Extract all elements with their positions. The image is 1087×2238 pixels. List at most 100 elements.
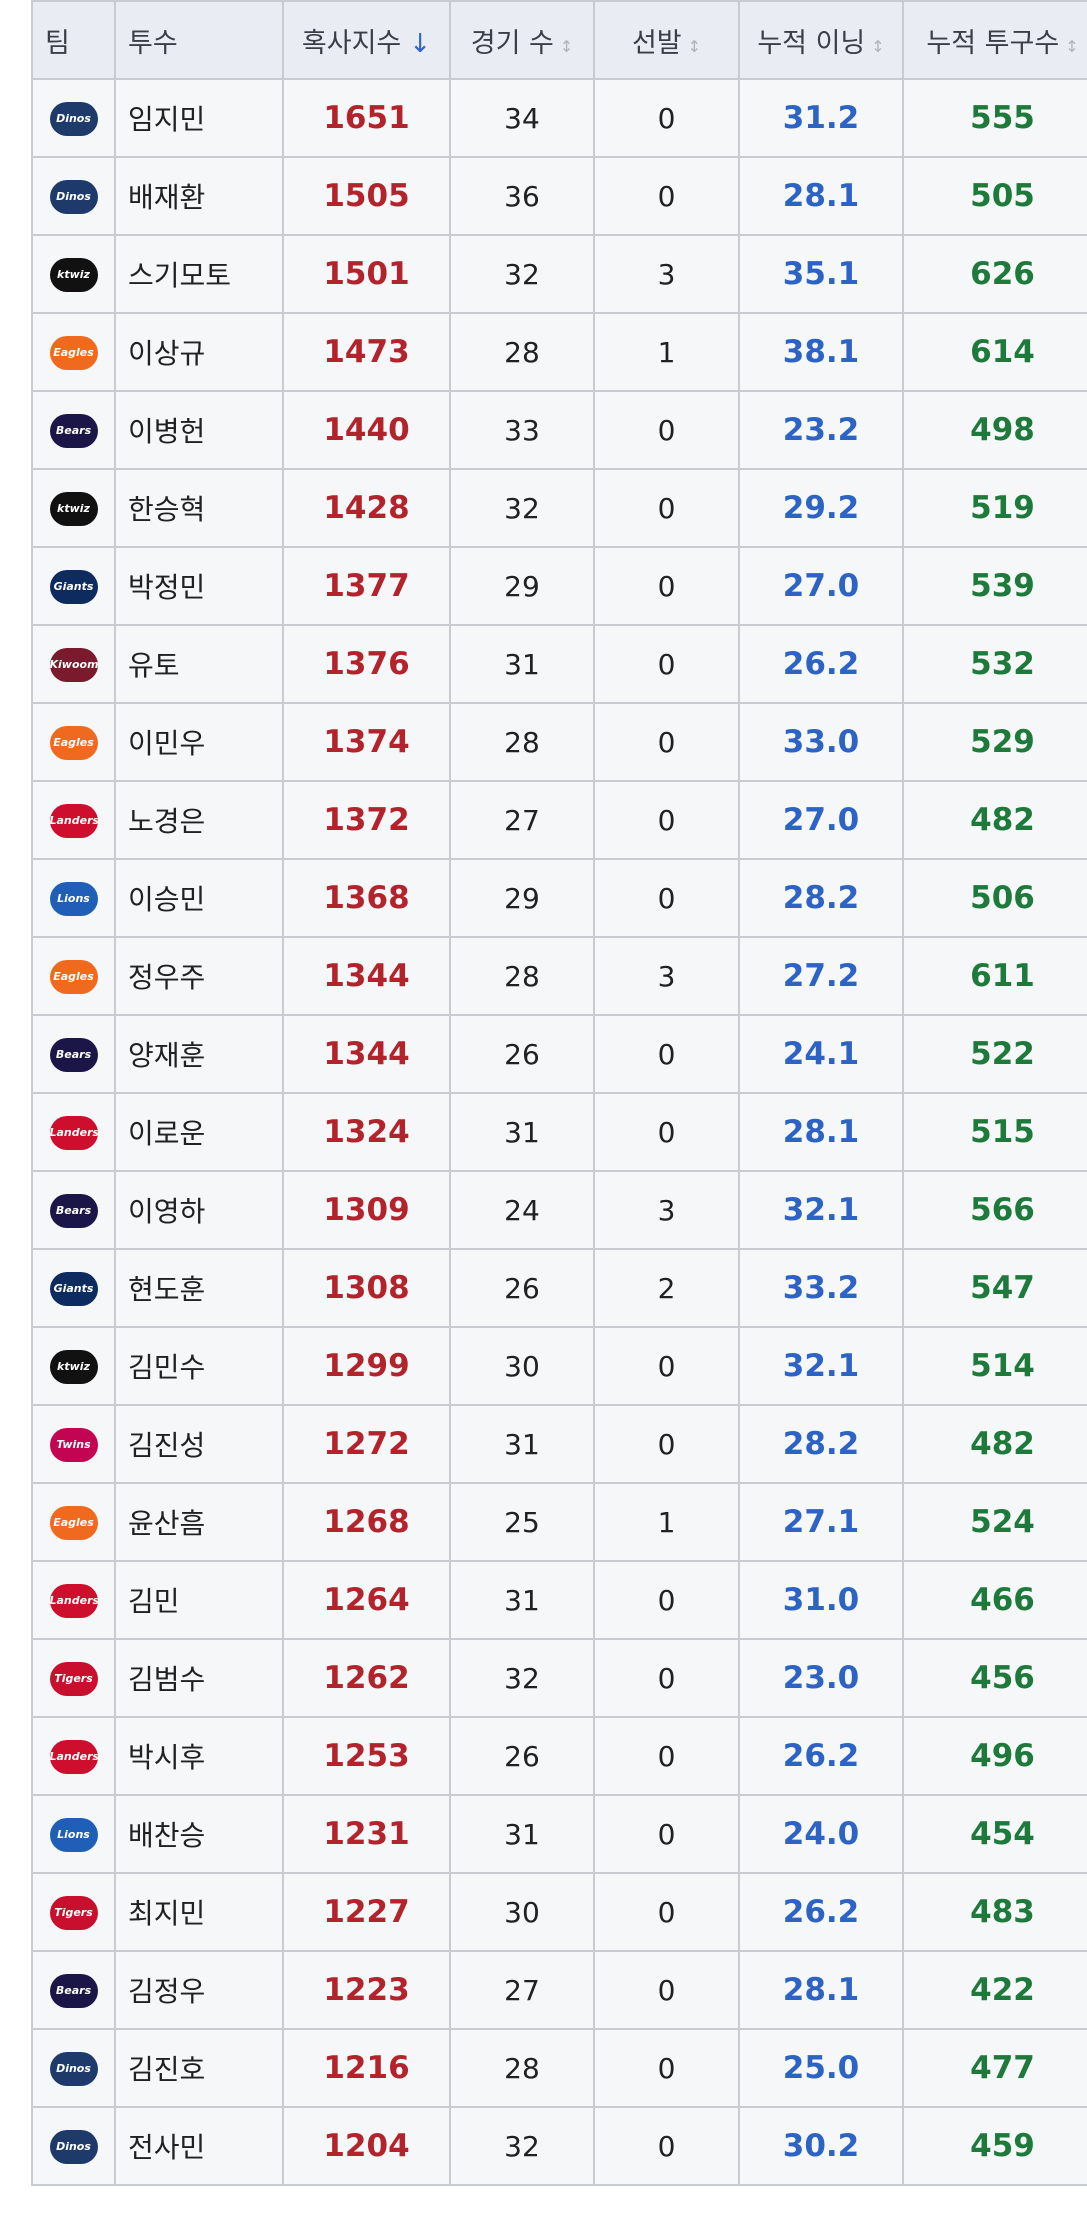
cell-text: 483 [970,1894,1035,1930]
table-cell: 한승혁 [114,468,284,548]
table-cell: 626 [902,234,1087,314]
table-cell: Landers [31,1716,116,1796]
table-cell: 32 [449,234,595,314]
cell-text: 28 [504,959,540,993]
cell-text: 31 [504,1115,540,1149]
table-cell: 454 [902,1794,1087,1874]
table-cell: 배찬승 [114,1794,284,1874]
cell-text: 1501 [323,256,410,292]
table-cell: 1368 [282,858,451,938]
table-cell: 529 [902,702,1087,782]
table-cell: 1253 [282,1716,451,1796]
team-logo: Eagles [49,725,98,760]
table-row: Giants 현도훈 1308 26 2 33.2 547 [31,1248,1087,1328]
cell-text: 김정우 [128,1975,206,2008]
table-row: Dinos 전사민 1204 32 0 30.2 459 [31,2106,1087,2186]
table-cell: 1223 [282,1950,451,2030]
table-cell: 505 [902,156,1087,236]
cell-text: 33.2 [782,1270,860,1306]
table-cell: 1374 [282,702,451,782]
table-cell: 32.1 [738,1326,904,1406]
cell-text: 522 [970,1036,1035,1072]
cell-text: 422 [970,1972,1035,2008]
header-text: 선발 [631,27,682,59]
table-cell: 31 [449,1404,595,1484]
team-logo: Bears [49,1037,98,1072]
column-header[interactable]: 누적 이닝 ↕ [738,0,904,80]
cell-text: 0 [657,1427,676,1461]
table-cell: 30 [449,1872,595,1952]
table-cell: 배재환 [114,156,284,236]
cell-text: 0 [657,2129,676,2163]
table-cell: 522 [902,1014,1087,1094]
cell-text: 28.1 [782,1972,860,2008]
table-cell: 26.2 [738,1716,904,1796]
cell-text: 482 [970,1426,1035,1462]
table-cell: 1216 [282,2028,451,2108]
table-cell: 0 [593,1014,740,1094]
cell-text: 1231 [323,1816,410,1852]
table-cell: Eagles [31,1482,116,1562]
table-row: Twins 김진성 1272 31 0 28.2 482 [31,1404,1087,1484]
table-cell: Landers [31,1092,116,1172]
table-cell: 614 [902,312,1087,392]
column-header[interactable]: 누적 투구수 ↕ [902,0,1087,80]
table-wrap: 팀 투수 혹사지수 ↓ 경기 수 ↕ 선발 ↕ 누적 이닝 ↕ 누적 투구수 ↕ Dinos 임지민 16… [31,0,1087,2238]
team-logo: Giants [49,569,98,604]
table-cell: ktwiz [31,468,116,548]
column-header[interactable]: 경기 수 ↕ [449,0,595,80]
table-cell: 28.1 [738,156,904,236]
table-cell: 28.2 [738,1404,904,1484]
cell-text: 506 [970,880,1035,916]
table-cell: 30 [449,1326,595,1406]
header-text: 경기 수 [470,27,554,59]
table-cell: Tigers [31,1872,116,1952]
cell-text: 양재훈 [128,1039,206,1072]
cell-text: 482 [970,802,1035,838]
table-cell: ktwiz [31,234,116,314]
table-row: ktwiz 김민수 1299 30 0 32.1 514 [31,1326,1087,1406]
table-cell: 31 [449,1794,595,1874]
cell-text: 28 [504,335,540,369]
table-cell: 김진호 [114,2028,284,2108]
table-cell: 임지민 [114,78,284,158]
table-cell: Bears [31,1014,116,1094]
table-cell: 전사민 [114,2106,284,2186]
column-header[interactable]: 혹사지수 ↓ [282,0,451,80]
table-cell: 1344 [282,1014,451,1094]
table-row: Eagles 윤산흠 1268 25 1 27.1 524 [31,1482,1087,1562]
cell-text: 최지민 [128,1897,206,1930]
table-row: Tigers 최지민 1227 30 0 26.2 483 [31,1872,1087,1952]
cell-text: 32.1 [782,1192,860,1228]
table-row: Landers 김민 1264 31 0 31.0 466 [31,1560,1087,1640]
header-text: 누적 투구수 [926,27,1060,59]
cell-text: 496 [970,1738,1035,1774]
cell-text: 31 [504,1427,540,1461]
cell-text: 30 [504,1349,540,1383]
table-cell: 25.0 [738,2028,904,2108]
table-cell: 유토 [114,624,284,704]
table-cell: 스기모토 [114,234,284,314]
cell-text: 0 [657,491,676,525]
table-cell: Dinos [31,2106,116,2186]
cell-text: 1344 [323,958,410,994]
cell-text: 0 [657,1349,676,1383]
table-cell: 28 [449,702,595,782]
table-cell: 박시후 [114,1716,284,1796]
table-cell: 496 [902,1716,1087,1796]
cell-text: 28 [504,2051,540,2085]
cell-text: 한승혁 [128,493,206,526]
sort-icon: ↕ [687,36,702,56]
cell-text: 1368 [323,880,410,916]
table-cell: 31 [449,1560,595,1640]
cell-text: 32 [504,491,540,525]
cell-text: 30 [504,1895,540,1929]
cell-text: 27.1 [782,1504,860,1540]
cell-text: 31.0 [782,1582,860,1618]
cell-text: 1344 [323,1036,410,1072]
column-header[interactable]: 선발 ↕ [593,0,740,80]
cell-text: 3 [657,1193,676,1227]
team-logo: Dinos [49,2129,98,2164]
header-text: 혹사지수 [301,27,402,59]
table-cell: 0 [593,858,740,938]
